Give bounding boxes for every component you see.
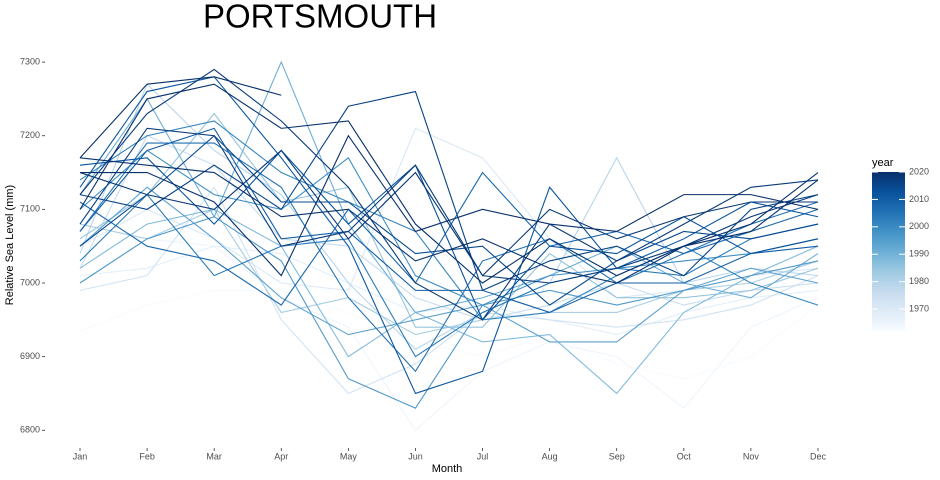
x-tick-label: Jun bbox=[408, 451, 423, 461]
x-tick-label: Nov bbox=[743, 451, 760, 461]
y-tick-label: 6900 bbox=[20, 351, 40, 361]
x-tick-label: May bbox=[340, 451, 358, 461]
x-tick-label: Dec bbox=[810, 451, 827, 461]
x-tick-label: Mar bbox=[206, 451, 222, 461]
series-line bbox=[79, 171, 819, 306]
series-line bbox=[79, 289, 819, 380]
y-tick-label: 7100 bbox=[20, 204, 40, 214]
series-line bbox=[79, 193, 819, 358]
series-line bbox=[79, 68, 819, 321]
series-line bbox=[79, 157, 819, 284]
series-line bbox=[79, 135, 819, 321]
series-line bbox=[79, 149, 819, 321]
y-tick-label: 6800 bbox=[20, 425, 40, 435]
series-line bbox=[79, 186, 819, 343]
series-line bbox=[79, 127, 819, 314]
series-line bbox=[79, 238, 819, 432]
y-axis-label: Relative Sea Level (mm) bbox=[4, 185, 16, 305]
series-line bbox=[79, 127, 819, 284]
y-tick-label: 7300 bbox=[20, 56, 40, 66]
x-tick-label: Aug bbox=[542, 451, 558, 461]
colorbar-tick-label: 1990 bbox=[909, 249, 929, 259]
series-line bbox=[80, 134, 819, 277]
x-tick-label: Apr bbox=[274, 451, 288, 461]
series-line bbox=[79, 83, 819, 350]
chart-title: PORTSMOUTH bbox=[203, 0, 437, 35]
colorbar-tick-label: 1980 bbox=[909, 276, 929, 286]
y-tick-label: 7200 bbox=[20, 130, 40, 140]
colorbar-tick-label: 1970 bbox=[909, 303, 929, 313]
series-line bbox=[79, 76, 819, 395]
x-tick-label: Feb bbox=[139, 451, 155, 461]
series-line bbox=[79, 142, 819, 373]
x-axis-label: Month bbox=[432, 463, 463, 475]
series-line bbox=[79, 149, 818, 277]
series-line bbox=[79, 76, 282, 159]
series-line bbox=[79, 90, 819, 292]
series-line bbox=[79, 186, 819, 395]
series-line bbox=[79, 208, 819, 395]
y-tick-label: 7000 bbox=[20, 277, 40, 287]
series-line bbox=[79, 83, 819, 284]
x-tick-label: Jul bbox=[477, 451, 489, 461]
legend-title: year bbox=[872, 157, 894, 169]
series-line bbox=[79, 216, 819, 409]
x-tick-label: Sep bbox=[609, 451, 625, 461]
series-line bbox=[79, 120, 819, 321]
colorbar bbox=[872, 172, 905, 331]
colorbar-tick-label: 2000 bbox=[909, 221, 929, 231]
x-tick-label: Jan bbox=[73, 451, 88, 461]
colorbar-tick-label: 2020 bbox=[909, 166, 929, 176]
colorbar-tick-label: 2010 bbox=[909, 194, 929, 204]
x-tick-label: Oct bbox=[677, 451, 692, 461]
